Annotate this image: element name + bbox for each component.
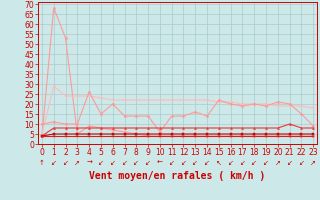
X-axis label: Vent moyen/en rafales ( km/h ): Vent moyen/en rafales ( km/h ) bbox=[90, 171, 266, 181]
